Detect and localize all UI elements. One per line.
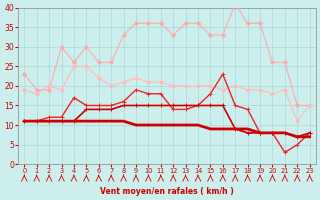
X-axis label: Vent moyen/en rafales ( km/h ): Vent moyen/en rafales ( km/h ) (100, 187, 234, 196)
